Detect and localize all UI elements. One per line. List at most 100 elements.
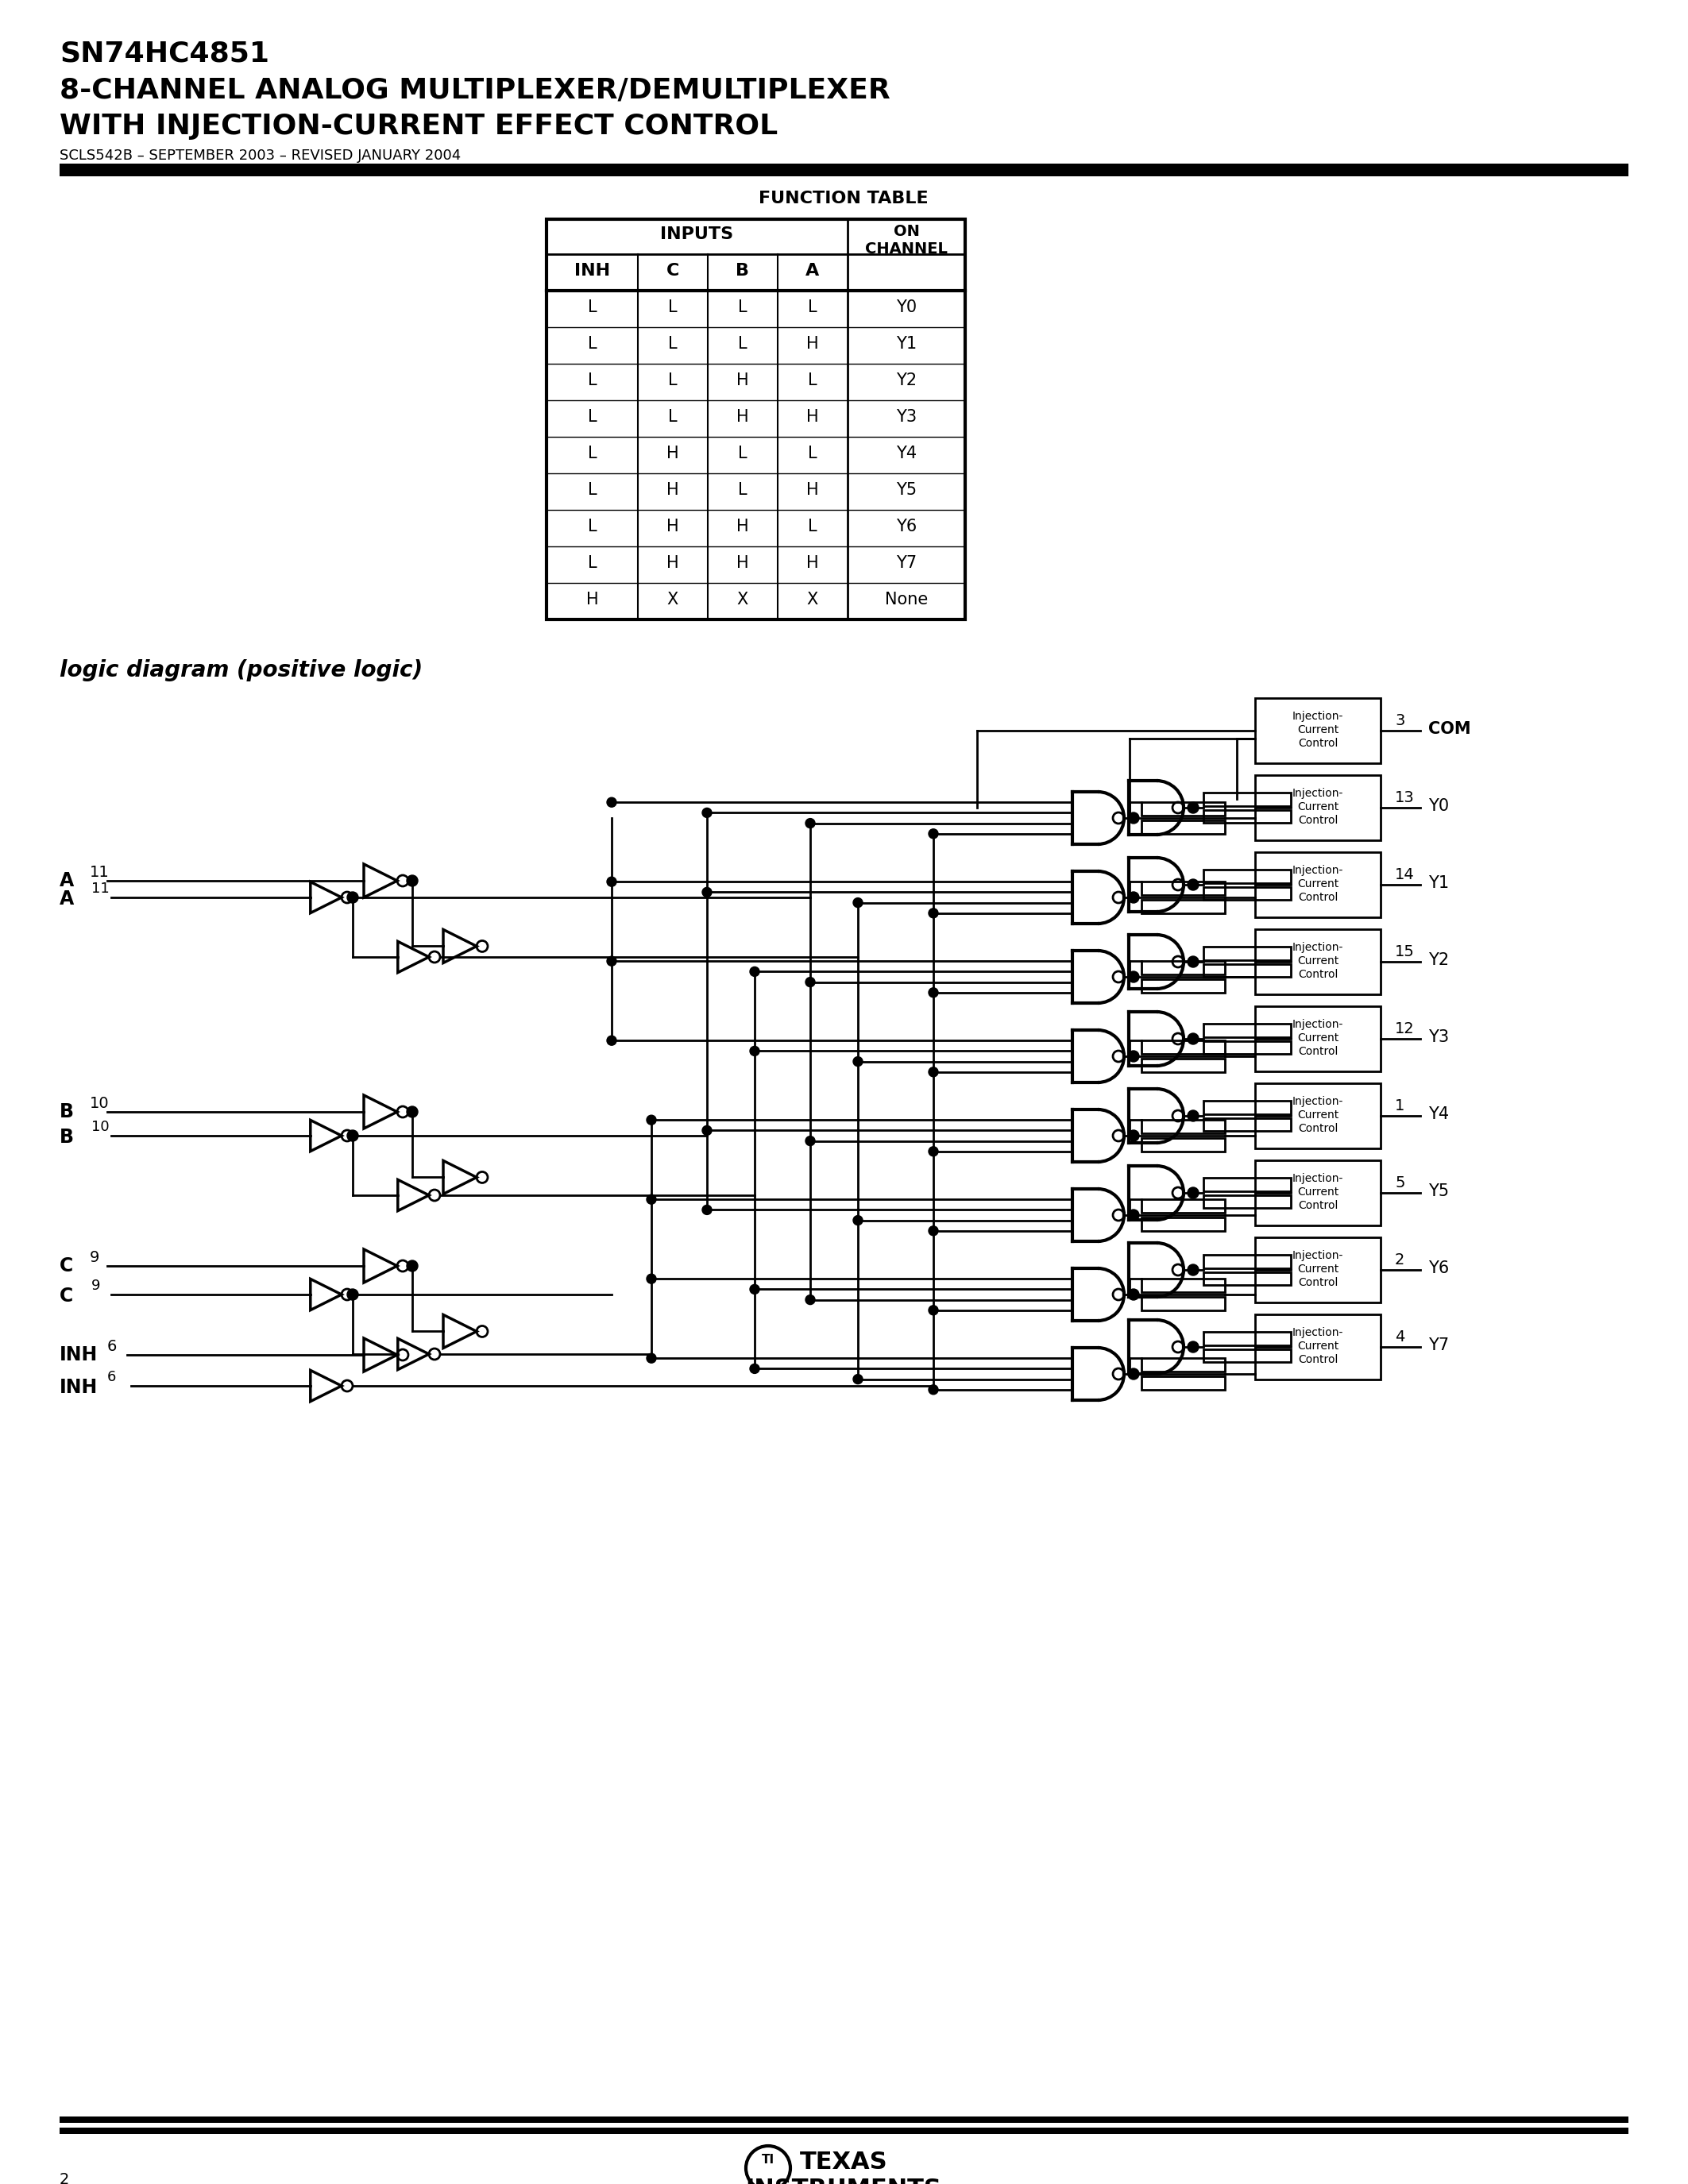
Text: Y7: Y7: [896, 555, 917, 570]
Text: Control: Control: [1298, 970, 1339, 981]
Circle shape: [407, 1260, 419, 1271]
Text: Current: Current: [1296, 1033, 1339, 1044]
Bar: [1141, 1297, 1225, 1310]
Text: 2: 2: [1394, 1251, 1404, 1267]
Text: L: L: [587, 555, 598, 570]
Text: INSTRUMENTS: INSTRUMENTS: [746, 2177, 942, 2184]
Text: B: B: [59, 1127, 74, 1147]
Text: Injection-: Injection-: [1293, 710, 1344, 723]
Bar: [1256, 1160, 1381, 1225]
Text: L: L: [587, 373, 598, 389]
Text: Injection-: Injection-: [1293, 788, 1344, 799]
Circle shape: [749, 1365, 760, 1374]
Circle shape: [1128, 1051, 1139, 1061]
Text: H: H: [667, 518, 679, 535]
Text: INH: INH: [574, 262, 609, 280]
Text: X: X: [807, 592, 819, 607]
Bar: [1256, 1007, 1381, 1072]
Text: 9: 9: [89, 1249, 100, 1265]
Text: 9: 9: [91, 1278, 101, 1293]
Circle shape: [407, 876, 419, 887]
Circle shape: [1188, 1033, 1198, 1044]
Text: L: L: [809, 299, 817, 314]
Bar: [1204, 1042, 1291, 1055]
Text: H: H: [807, 408, 819, 426]
Text: 12: 12: [1394, 1022, 1415, 1037]
Text: H: H: [736, 518, 749, 535]
Text: L: L: [668, 336, 677, 352]
Bar: [1141, 1040, 1225, 1055]
Text: H: H: [736, 555, 749, 570]
Text: H: H: [667, 446, 679, 461]
Text: X: X: [738, 592, 748, 607]
Bar: [1141, 1376, 1225, 1389]
Bar: [1141, 821, 1225, 834]
Circle shape: [1188, 1265, 1198, 1275]
Text: B: B: [59, 1103, 74, 1120]
Circle shape: [928, 1068, 939, 1077]
Text: L: L: [587, 408, 598, 426]
Text: L: L: [587, 446, 598, 461]
Circle shape: [702, 1125, 712, 1136]
Text: Y5: Y5: [896, 483, 917, 498]
Bar: [1204, 1101, 1291, 1114]
Circle shape: [749, 1046, 760, 1055]
Circle shape: [749, 1284, 760, 1295]
Circle shape: [608, 1035, 616, 1046]
Circle shape: [852, 1374, 863, 1385]
Bar: [1256, 1083, 1381, 1149]
Circle shape: [702, 808, 712, 817]
Text: H: H: [586, 592, 599, 607]
Bar: [1141, 1358, 1225, 1372]
Text: L: L: [587, 336, 598, 352]
Text: Current: Current: [1296, 802, 1339, 812]
Text: Y6: Y6: [896, 518, 917, 535]
Text: L: L: [809, 373, 817, 389]
Bar: [1141, 1199, 1225, 1212]
Circle shape: [1128, 1210, 1139, 1221]
Text: Y0: Y0: [896, 299, 917, 314]
Text: Current: Current: [1296, 1186, 1339, 1197]
Text: H: H: [807, 483, 819, 498]
Bar: [1204, 793, 1291, 806]
Circle shape: [608, 957, 616, 965]
Bar: [1141, 1120, 1225, 1133]
Circle shape: [348, 891, 358, 902]
Text: TI: TI: [761, 2153, 775, 2167]
Text: L: L: [738, 336, 748, 352]
Text: SN74HC4851: SN74HC4851: [59, 39, 270, 68]
Text: Current: Current: [1296, 1341, 1339, 1352]
Text: 10: 10: [91, 1120, 110, 1133]
Bar: [1141, 978, 1225, 994]
Text: 14: 14: [1394, 867, 1415, 882]
Bar: [1256, 775, 1381, 841]
Text: INH: INH: [59, 1378, 98, 1398]
Bar: [59, 164, 1629, 177]
Text: Y2: Y2: [896, 373, 917, 389]
Text: Y3: Y3: [1428, 1029, 1448, 1046]
Circle shape: [928, 987, 939, 998]
Text: Current: Current: [1296, 1109, 1339, 1120]
Circle shape: [805, 1295, 815, 1304]
Text: L: L: [587, 518, 598, 535]
Text: Y2: Y2: [1428, 952, 1448, 968]
Text: Control: Control: [1298, 1199, 1339, 1212]
Text: L: L: [587, 299, 598, 314]
Text: ON
CHANNEL: ON CHANNEL: [866, 225, 947, 256]
Circle shape: [1128, 1289, 1139, 1299]
Circle shape: [608, 878, 616, 887]
Circle shape: [852, 898, 863, 906]
Circle shape: [702, 1206, 712, 1214]
Text: Y4: Y4: [1428, 1107, 1448, 1123]
Text: L: L: [587, 483, 598, 498]
Bar: [1256, 852, 1381, 917]
Bar: [1141, 900, 1225, 913]
Text: TEXAS: TEXAS: [800, 2151, 888, 2173]
Text: 4: 4: [1394, 1330, 1404, 1345]
Bar: [1204, 1332, 1291, 1345]
Circle shape: [348, 1129, 358, 1142]
Circle shape: [348, 1289, 358, 1299]
Circle shape: [1188, 802, 1198, 812]
Text: L: L: [809, 518, 817, 535]
Circle shape: [1128, 812, 1139, 823]
